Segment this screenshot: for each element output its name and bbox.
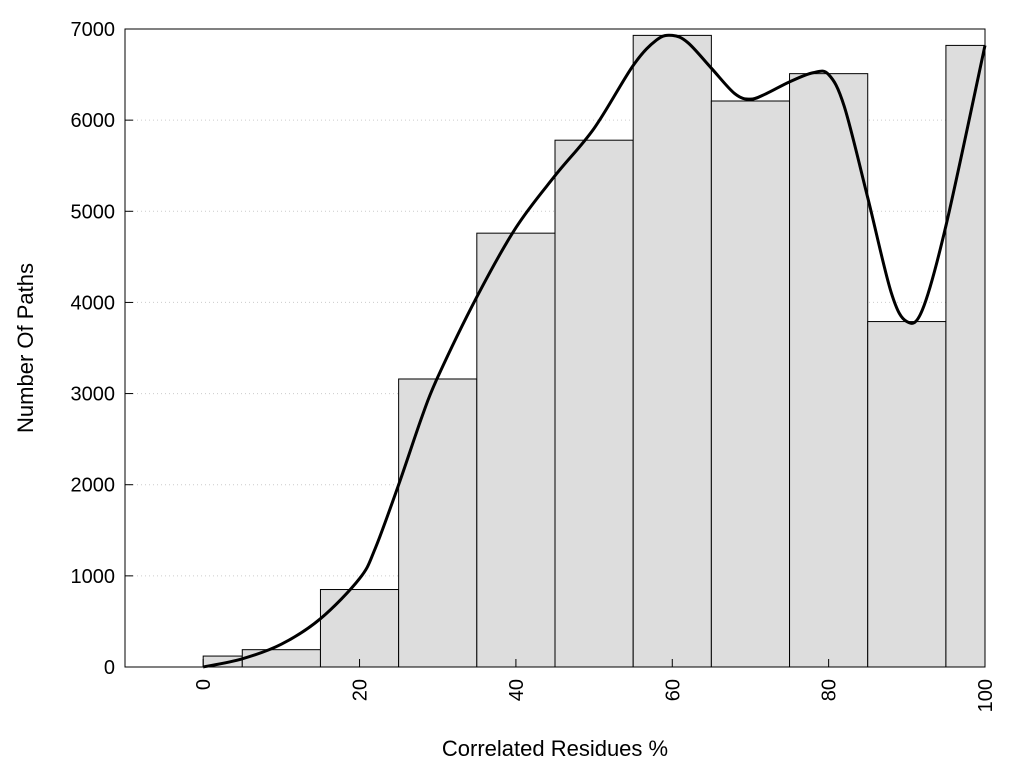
- histogram-bar: [632, 34, 712, 668]
- y-tick-label: 4000: [71, 292, 116, 314]
- y-axis-ticks: 0 1000 2000 3000 4000 5000 6000 7000: [71, 19, 133, 679]
- histogram-bar: [398, 378, 478, 668]
- y-tick-label: 0: [104, 657, 115, 679]
- y-tick-label: 5000: [71, 201, 116, 223]
- y-tick-label: 3000: [71, 384, 116, 406]
- histogram-bar: [476, 232, 556, 668]
- x-tick-label: 80: [819, 679, 841, 701]
- y-axis-label: Number Of Paths: [13, 263, 38, 433]
- curve-line: [202, 33, 987, 669]
- y-tick-label: 2000: [71, 475, 116, 497]
- histogram-bar: [867, 321, 947, 668]
- histogram-bar: [554, 139, 634, 668]
- smoothed-curve: [202, 33, 987, 669]
- x-tick-label: 20: [350, 679, 372, 701]
- histogram-bar: [241, 649, 321, 668]
- y-tick-label: 1000: [71, 566, 116, 588]
- x-axis-ticks: 0 20 40 60 80 100: [193, 659, 997, 712]
- histogram-bar: [710, 100, 791, 668]
- histogram-bar: [319, 589, 400, 668]
- x-tick-label: 60: [662, 679, 684, 701]
- y-tick-label: 6000: [71, 110, 116, 132]
- plot-frame: [124, 28, 986, 668]
- x-tick-label: 100: [975, 679, 997, 712]
- histogram-bar: [789, 73, 869, 668]
- histogram-bars: [202, 34, 986, 668]
- x-tick-label: 0: [193, 679, 215, 690]
- y-tick-label: 7000: [71, 19, 116, 41]
- x-tick-label: 40: [506, 679, 528, 701]
- x-axis-label: Correlated Residues %: [442, 736, 668, 761]
